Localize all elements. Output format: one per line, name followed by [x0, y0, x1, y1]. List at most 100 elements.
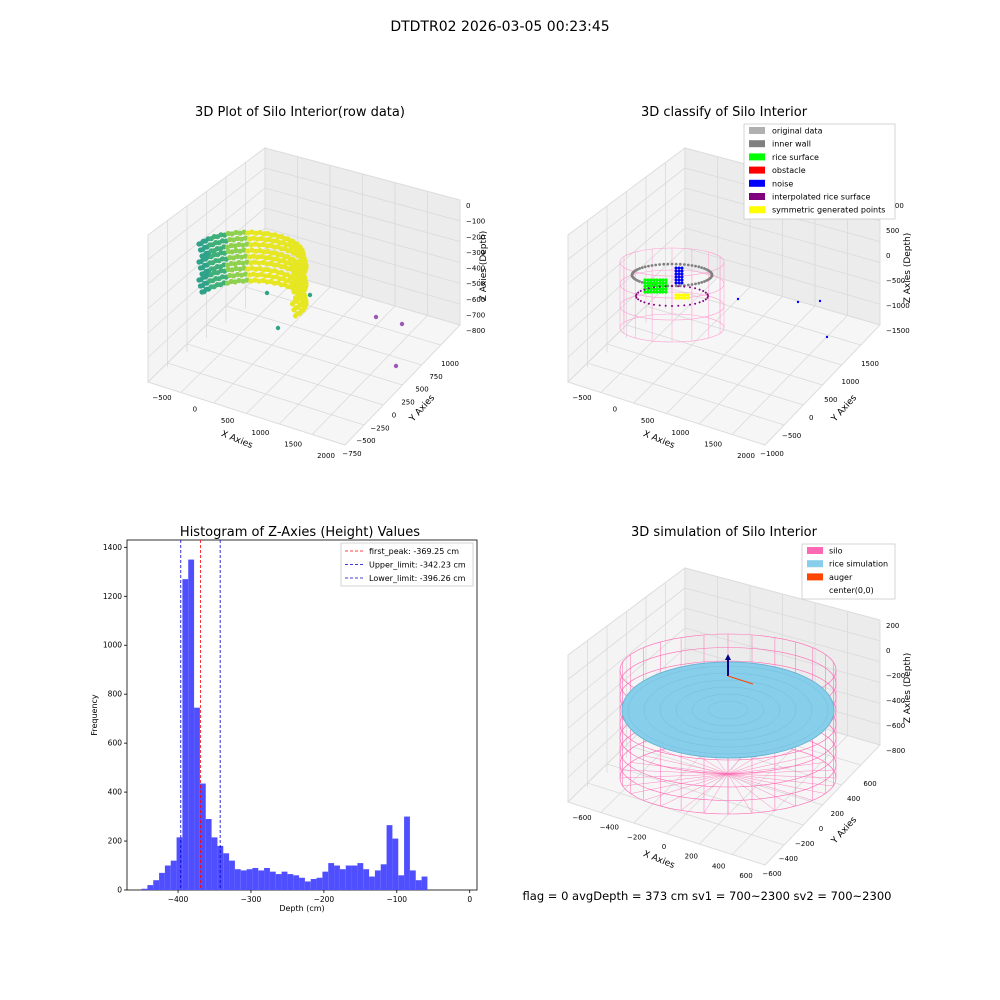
- sim-z-tick: −600: [886, 722, 905, 730]
- hist-bar: [374, 870, 381, 890]
- classify-legend-label: noise: [772, 179, 793, 188]
- raw-x-label: X Axies: [219, 429, 254, 451]
- raw-panel-title: 3D Plot of Silo Interior(row data): [195, 105, 405, 120]
- classify-rice-surface-point: [649, 287, 653, 291]
- hist-bar: [363, 869, 370, 890]
- sim-silo-drawing: [619, 633, 837, 815]
- classify-noise-point: [680, 281, 684, 285]
- classify-interpolated-point: [677, 285, 680, 288]
- sim-silo-spoke: [727, 773, 834, 787]
- sim-x-tick: 600: [739, 872, 752, 880]
- raw-point: [238, 254, 245, 260]
- hist-bar: [153, 880, 160, 890]
- classify-rice-surface-point: [658, 281, 662, 285]
- classify-legend-label: original data: [772, 127, 823, 136]
- hist-bar: [299, 877, 305, 890]
- hist-bar: [380, 864, 387, 890]
- hist-bar: [211, 837, 218, 890]
- raw-outlier-point: [307, 292, 313, 298]
- classify-interpolated-point: [671, 305, 673, 307]
- raw-point: [240, 260, 246, 266]
- raw-outlier-point: [275, 325, 281, 331]
- classify-legend-swatch: [749, 127, 765, 134]
- raw-point: [291, 271, 297, 277]
- sim-legend-label: silo: [829, 547, 843, 556]
- classify-noise-point: [677, 281, 681, 285]
- raw-z-tick: −600: [466, 296, 485, 304]
- sim-panel-title: 3D simulation of Silo Interior: [631, 525, 818, 540]
- raw-z-tick: −300: [466, 249, 485, 257]
- hist-y-label: Frequency: [90, 694, 99, 736]
- classify-legend-swatch: [749, 153, 765, 161]
- raw-point: [236, 241, 242, 248]
- hist-x-ticks: −400 −300 −200 −100 0: [168, 890, 472, 904]
- hist-legend-label: Lower_limit: -396.26 cm: [369, 574, 466, 583]
- classify-interpolated-point: [689, 303, 691, 306]
- classify-rice-surface-point: [649, 290, 653, 294]
- sim-z-tick: 0: [886, 647, 890, 655]
- sim-y-tick: 600: [863, 780, 876, 788]
- raw-point: [264, 261, 270, 267]
- raw-z-tick: −500: [466, 280, 485, 288]
- classify-interpolated-point: [653, 303, 655, 306]
- raw-point: [233, 229, 239, 236]
- classify-interpolated-point: [664, 304, 667, 307]
- sim-y-tick: −200: [795, 840, 814, 848]
- raw-x-tick: 1500: [284, 440, 302, 448]
- raw-point: [244, 259, 250, 265]
- raw-point: [256, 260, 262, 266]
- classify-symmetric-point: [674, 293, 678, 297]
- raw-y-tick: −750: [342, 450, 361, 458]
- raw-point: [231, 273, 237, 279]
- hist-bar: [199, 783, 206, 890]
- classify-inner-wall-point: [703, 280, 706, 283]
- raw-point: [256, 278, 262, 284]
- classify-legend-label: interpolated rice surface: [772, 193, 870, 202]
- cls-z-tick: −500: [886, 277, 905, 285]
- raw-point: [250, 235, 257, 241]
- raw-point: [262, 237, 268, 243]
- raw-point: [256, 242, 262, 248]
- classify-interpolated-point: [658, 304, 661, 307]
- hist-x-tick-label: −300: [241, 895, 262, 904]
- raw-point: [233, 247, 239, 254]
- hist-bar: [141, 888, 148, 890]
- raw-x-tick: 1000: [251, 429, 269, 437]
- raw-point: [237, 266, 243, 272]
- raw-x-tick: 0: [193, 406, 197, 414]
- hist-bar: [287, 874, 294, 890]
- classify-interpolated-point: [707, 295, 709, 297]
- raw-x-tick: 500: [221, 417, 234, 425]
- sim-legend-swatch: [807, 560, 823, 568]
- classify-legend-box: [743, 123, 896, 220]
- cls-z-tick: 0: [886, 252, 890, 260]
- sim-silo-spoke: [727, 773, 826, 794]
- sim-silo-spoke: [660, 773, 729, 807]
- classify-interpolated-point: [653, 286, 655, 289]
- raw-point: [261, 267, 267, 273]
- raw-point: [253, 248, 259, 254]
- classify-inner-wall-point: [690, 264, 694, 267]
- sim-silo-spoke: [619, 773, 729, 779]
- classify-noise-point: [674, 269, 678, 273]
- raw-point: [241, 265, 247, 271]
- classify-noise-point: [677, 275, 681, 279]
- classify-rice-surface-point: [655, 281, 659, 285]
- hist-bar: [357, 863, 364, 890]
- classify-rice-surface-point: [658, 290, 662, 294]
- classify-legend-label: obstacle: [772, 166, 806, 175]
- classify-symmetric-point: [680, 296, 684, 300]
- classify-noise-point: [677, 272, 681, 276]
- classify-symmetric-point: [683, 293, 687, 297]
- raw-point: [242, 271, 249, 277]
- classify-inner-wall-point: [694, 282, 697, 286]
- sim-y-tick: 400: [847, 795, 860, 803]
- raw-point: [253, 266, 259, 272]
- hist-bar: [147, 885, 154, 890]
- classify-interpolated-point: [643, 301, 646, 304]
- classify-interpolated-point: [647, 287, 650, 290]
- raw-point: [241, 247, 247, 253]
- hist-bar: [281, 871, 288, 890]
